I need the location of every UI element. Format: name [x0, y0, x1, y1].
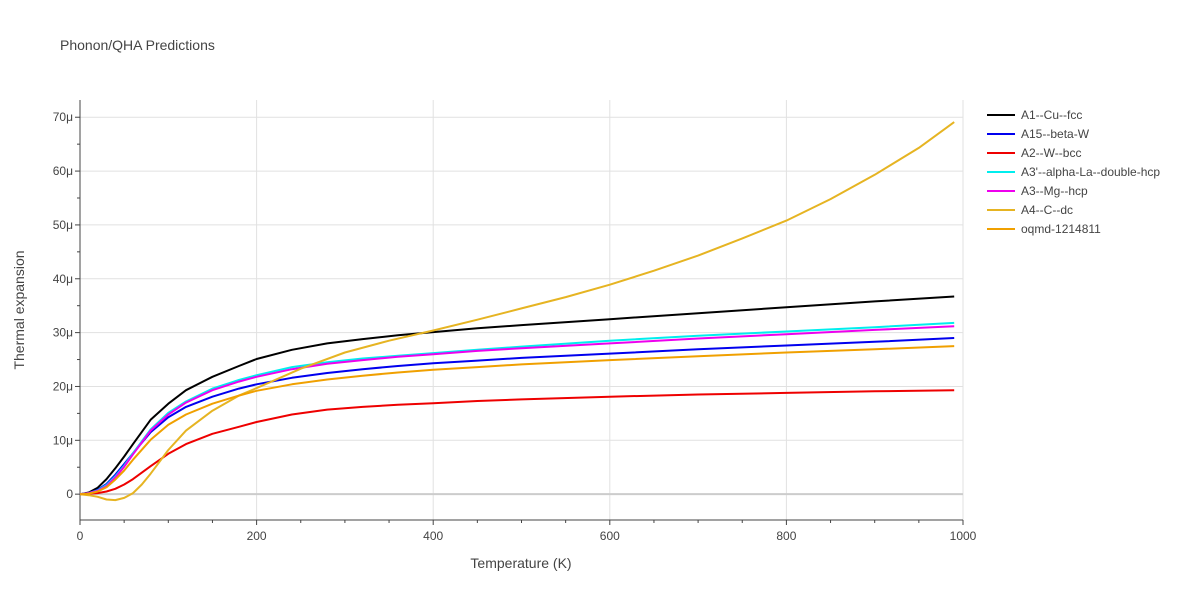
y-tick-label: 10μ	[53, 433, 73, 447]
legend-label: A2--W--bcc	[1021, 146, 1081, 160]
x-axis-title: Temperature (K)	[470, 555, 571, 571]
x-tick-label: 200	[247, 529, 267, 543]
x-tick-label: 1000	[950, 529, 977, 543]
legend-item[interactable]: oqmd-1214811	[987, 222, 1101, 236]
legend-label: A3--Mg--hcp	[1021, 184, 1088, 198]
series-line-1	[79, 337, 955, 496]
series-line-2	[79, 389, 955, 496]
legend-label: oqmd-1214811	[1021, 222, 1101, 236]
x-tick-label: 800	[776, 529, 796, 543]
legend-item[interactable]: A1--Cu--fcc	[987, 108, 1082, 122]
legend: A1--Cu--fcc A15--beta-W A2--W--bcc A3'--alp…	[987, 108, 1160, 236]
series-line-6	[79, 345, 955, 496]
y-tick-label: 0	[66, 487, 73, 501]
legend-item[interactable]: A3'--alpha-La--double-hcp	[987, 165, 1160, 179]
legend-item[interactable]: A15--beta-W	[987, 127, 1090, 141]
y-tick-label: 70μ	[53, 110, 73, 124]
y-tick-label: 60μ	[53, 164, 73, 178]
legend-item[interactable]: A3--Mg--hcp	[987, 184, 1088, 198]
y-tick-label: 20μ	[53, 379, 73, 393]
legend-label: A15--beta-W	[1021, 127, 1090, 141]
series-line-4	[79, 325, 955, 496]
legend-item[interactable]: A2--W--bcc	[987, 146, 1081, 160]
y-tick-label: 50μ	[53, 218, 73, 232]
legend-label: A4--C--dc	[1021, 203, 1073, 217]
grid	[80, 100, 964, 520]
y-tick-label: 30μ	[53, 326, 73, 340]
legend-label: A3'--alpha-La--double-hcp	[1021, 165, 1160, 179]
series-layer	[79, 121, 955, 502]
series-line-5	[79, 121, 955, 502]
y-axis-title: Thermal expansion	[11, 250, 27, 369]
chart-title: Phonon/QHA Predictions	[60, 37, 215, 53]
x-tick-label: 0	[77, 529, 84, 543]
x-tick-label: 400	[423, 529, 443, 543]
series-line-0	[79, 295, 955, 496]
legend-item[interactable]: A4--C--dc	[987, 203, 1073, 217]
legend-label: A1--Cu--fcc	[1021, 108, 1082, 122]
y-tick-label: 40μ	[53, 272, 73, 286]
axes: 0 200 400 600 800 1000 0 10μ 20μ 30μ 40μ 50μ 60μ 70μ	[53, 100, 977, 543]
x-tick-label: 600	[600, 529, 620, 543]
